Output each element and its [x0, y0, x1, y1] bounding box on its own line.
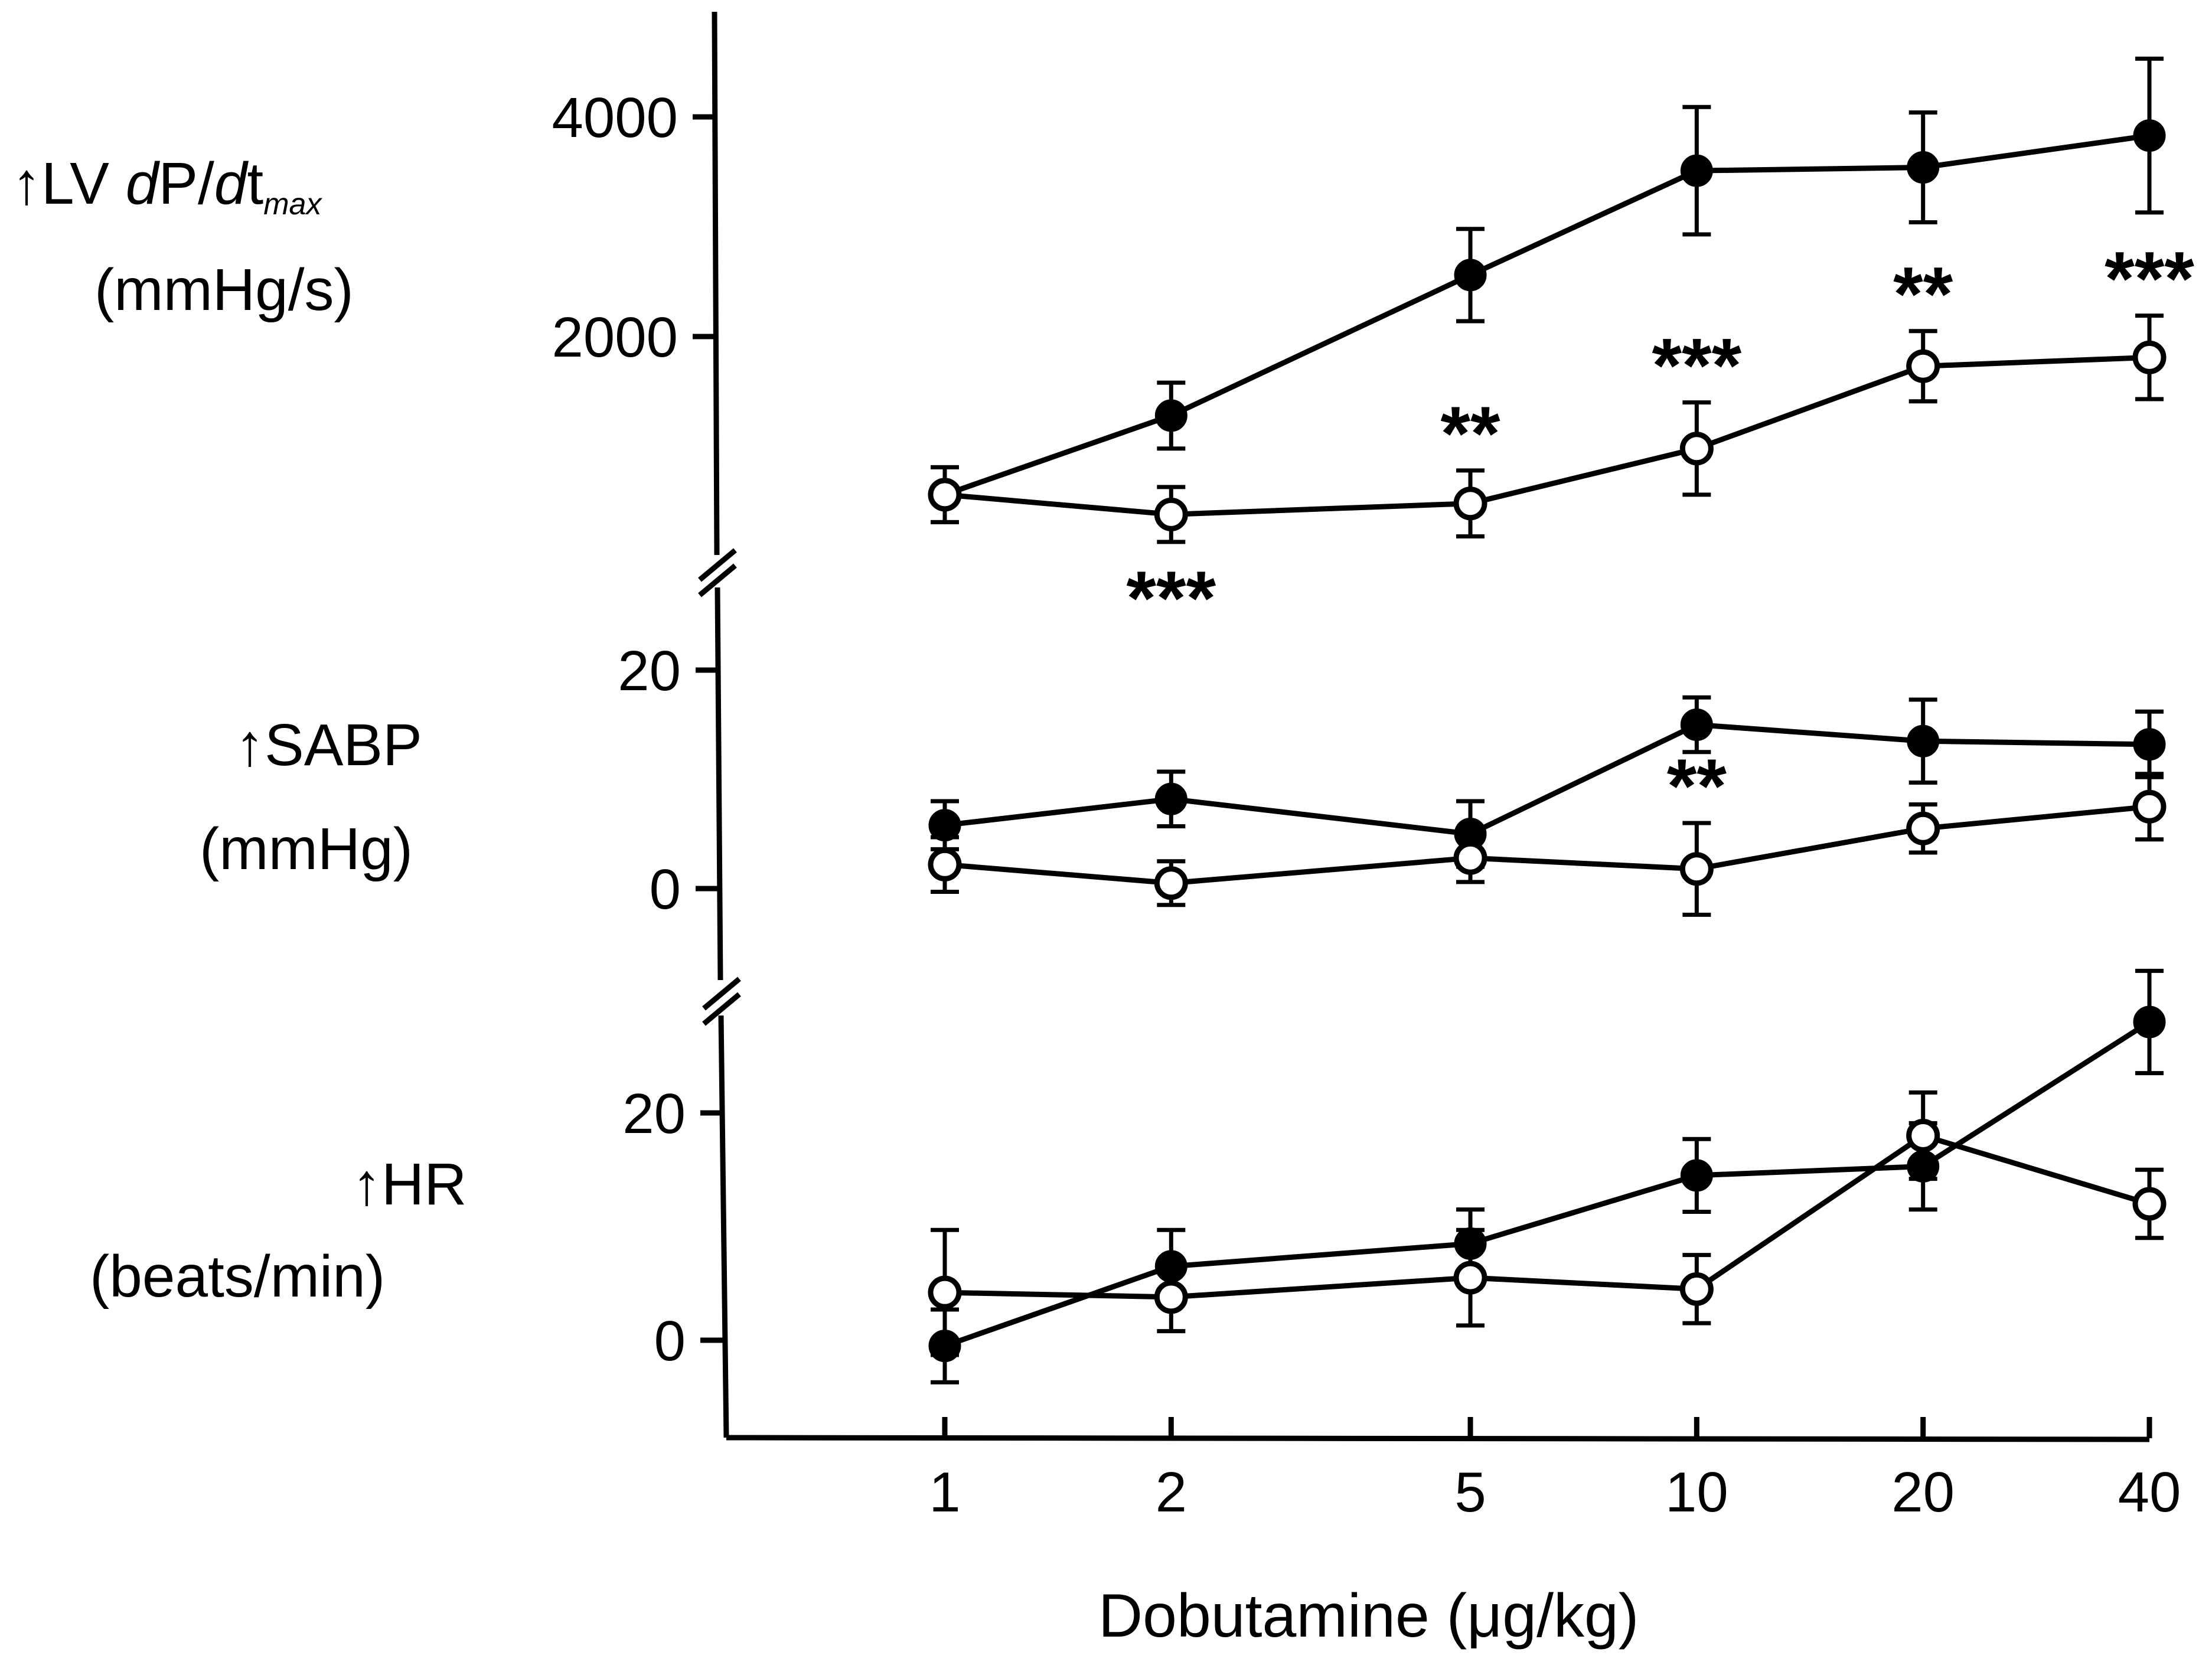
sabp-open-point-2: [1154, 866, 1188, 900]
sabp-open-point-40: [2132, 789, 2167, 824]
x-tick-label-20: 20: [1891, 1461, 1955, 1524]
lv-open-point-40: [2132, 340, 2167, 374]
lv-significance-20: **: [1893, 251, 1953, 337]
lv-open-point-5: [1453, 486, 1487, 521]
axis-break-upper: [698, 548, 737, 597]
hr-open-line: [944, 1133, 2151, 1300]
lv-open-point-2: [1154, 497, 1188, 531]
ylabel-sabp-unit: (mmHg): [200, 816, 413, 882]
hr-filled-line: [944, 1020, 2151, 1348]
axis-break-lower: [702, 977, 741, 1026]
svg-text:↑LV dP/dtmax: ↑LV dP/dtmax: [12, 151, 322, 221]
panel-hr: 0 20: [622, 968, 2167, 1385]
ylabel-lv: ↑LV dP/dtmax (mmHg/s): [12, 151, 354, 323]
x-axis: [726, 1435, 2150, 1442]
x-tick-label-40: 40: [2118, 1461, 2181, 1524]
x-tick-label-5: 5: [1454, 1461, 1486, 1524]
x-tick-label-2: 2: [1156, 1461, 1187, 1524]
sabp-open-point-20: [1906, 811, 1940, 845]
x-axis-title: Dobutamine (μg/kg): [1098, 1582, 1639, 1650]
sabp-significance-10: **: [1667, 743, 1727, 829]
lv-filled-point-5: [1454, 259, 1487, 292]
hr-open-point-2: [1154, 1280, 1188, 1314]
sabp-filled-point-10: [1680, 708, 1713, 741]
lv-filled-point-20: [1907, 151, 1940, 184]
lv-open-point-20: [1906, 349, 1940, 383]
sabp-open-point-5: [1453, 841, 1487, 875]
lv-significance-2: ***: [1126, 555, 1216, 641]
sabp-y-tick-label-0: 0: [650, 858, 681, 921]
hr-filled-point-10: [1680, 1159, 1713, 1192]
lv-significance-10: ***: [1652, 322, 1741, 409]
svg-text:↑HR: ↑HR: [352, 1151, 466, 1217]
hr-open-point-40: [2132, 1187, 2167, 1221]
hr-open-point-1: [928, 1275, 962, 1310]
sabp-filled-point-20: [1907, 724, 1940, 757]
lv-open-line: [944, 354, 2150, 517]
lv-open-point-10: [1679, 432, 1714, 466]
lv-filled-point-40: [2133, 119, 2166, 152]
svg-text:↑SABP: ↑SABP: [235, 712, 422, 778]
lv-filled-line: [944, 133, 2150, 498]
y-axis-segment-lv: [712, 11, 720, 556]
sabp-filled-point-2: [1154, 782, 1187, 815]
hr-filled-point-40: [2133, 1005, 2166, 1039]
hr-y-tick-label-20: 20: [622, 1082, 686, 1145]
sabp-open-line: [944, 804, 2150, 886]
lv-open-point-1: [928, 478, 962, 512]
y-axis-segment-hr: [718, 1015, 729, 1438]
ylabel-sabp: ↑SABP (mmHg): [200, 712, 422, 882]
hr-open-point-5: [1453, 1261, 1487, 1295]
lv-y-tick-label-2000: 2000: [552, 306, 678, 369]
ylabel-hr-unit: (beats/min): [90, 1243, 385, 1310]
hr-y-tick-label-0: 0: [654, 1310, 686, 1373]
x-tick-label-10: 10: [1665, 1461, 1728, 1524]
y-axis-segment-sabp: [715, 587, 723, 981]
sabp-filled-line: [944, 722, 2150, 837]
lv-significance-5: **: [1440, 390, 1500, 476]
ylabel-hr: ↑HR (beats/min): [90, 1151, 466, 1310]
lv-filled-point-10: [1680, 154, 1713, 187]
lv-filled-point-2: [1154, 399, 1187, 432]
sabp-filled-point-40: [2133, 728, 2166, 761]
panel-sabp: 0 20 **: [618, 639, 2167, 921]
sabp-open-point-1: [928, 847, 962, 881]
x-tick-label-1: 1: [929, 1461, 960, 1524]
sabp-open-point-10: [1679, 852, 1714, 886]
sabp-y-tick-label-20: 20: [618, 639, 681, 703]
lv-y-tick-label-4000: 4000: [552, 86, 678, 149]
hr-open-point-10: [1679, 1272, 1714, 1306]
lv-significance-40: ***: [2105, 236, 2194, 322]
ylabel-lv-unit: (mmHg/s): [94, 257, 354, 323]
hr-open-point-20: [1906, 1119, 1940, 1152]
